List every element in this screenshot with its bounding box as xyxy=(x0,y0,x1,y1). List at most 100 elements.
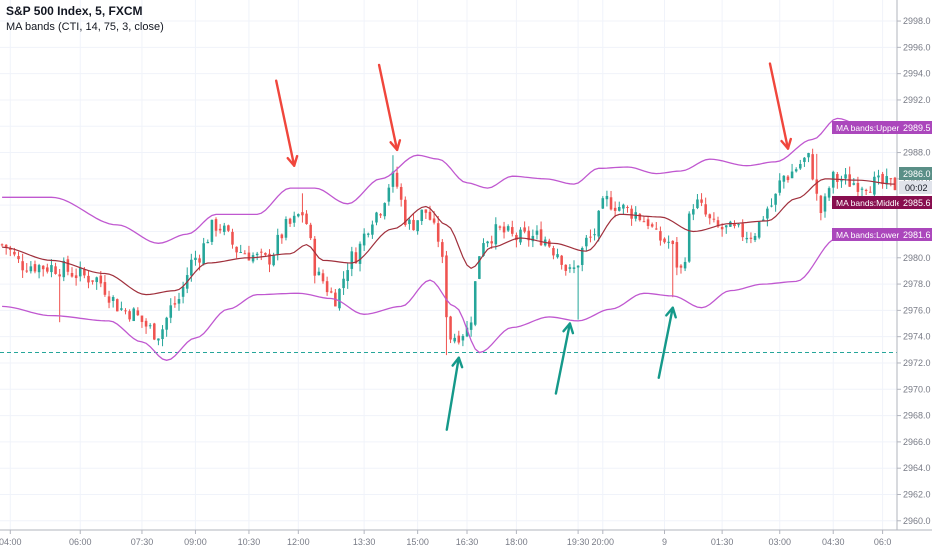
candle-body xyxy=(177,299,181,304)
candle-body xyxy=(675,242,679,268)
candle-body xyxy=(231,231,234,245)
time-tick-label: 19:30 xyxy=(567,537,590,547)
price-tick-label: 2972.0 xyxy=(903,358,931,368)
candle-body xyxy=(836,174,839,182)
candle-body xyxy=(790,171,794,179)
candle-body xyxy=(761,219,765,221)
candle-body xyxy=(268,253,271,265)
arrow-head xyxy=(286,154,299,167)
candle-body xyxy=(70,273,74,277)
candle-body xyxy=(169,305,173,318)
price-tick-label: 2988.0 xyxy=(903,148,931,158)
candle-body xyxy=(687,213,691,262)
candle-body xyxy=(515,234,518,241)
candle-body xyxy=(87,275,90,283)
candle-body xyxy=(823,196,827,212)
candle-body xyxy=(601,198,605,209)
candle-body xyxy=(683,261,687,269)
candle-body xyxy=(181,286,185,297)
candle-body xyxy=(720,226,724,230)
last-price-value: 2986.0 xyxy=(903,169,931,179)
candle-body xyxy=(552,248,555,256)
upper-band-value: 2989.5 xyxy=(903,123,931,133)
candle-body xyxy=(753,235,757,241)
candle-body xyxy=(297,214,300,217)
candle-body xyxy=(490,241,493,244)
arrow-head xyxy=(389,139,402,152)
candle-body xyxy=(78,267,82,277)
candle-body xyxy=(482,243,485,256)
candle-body xyxy=(469,322,473,330)
candle-body xyxy=(593,234,596,236)
arrow-shaft xyxy=(377,63,399,152)
candle-body xyxy=(523,227,526,232)
price-tick-label: 2968.0 xyxy=(903,411,931,421)
arrow-shaft xyxy=(768,62,790,150)
price-tick-label: 2980.0 xyxy=(903,253,931,263)
time-tick-label: 9 xyxy=(662,537,667,547)
candle-body xyxy=(486,241,489,244)
candle-body xyxy=(95,277,98,283)
candle-body xyxy=(498,226,502,228)
lower-band-line xyxy=(2,229,895,361)
candles xyxy=(0,148,897,356)
candle-body xyxy=(9,248,12,250)
candle-body xyxy=(227,225,230,231)
candle-body xyxy=(531,235,535,242)
arrow-head xyxy=(562,322,575,335)
candle-body xyxy=(120,308,123,310)
candle-body xyxy=(646,219,650,226)
candle-body xyxy=(692,209,695,215)
candle-body xyxy=(585,237,588,247)
candle-body xyxy=(272,255,275,266)
candle-body xyxy=(457,335,461,343)
candle-body xyxy=(111,297,115,301)
candle-body xyxy=(506,226,510,231)
candle-body xyxy=(803,157,806,162)
candle-body xyxy=(819,195,823,214)
candle-body xyxy=(864,189,868,192)
candle-body xyxy=(749,237,753,239)
candle-body xyxy=(243,253,247,255)
candle-body xyxy=(190,259,193,276)
candle-body xyxy=(799,163,802,169)
time-axis[interactable]: 04:00 06:00 07:30 09:00 10:30 12:00 13:30 15:00… xyxy=(0,529,932,547)
time-tick-label: 09:00 xyxy=(184,537,207,547)
candle-body xyxy=(868,191,872,193)
candle-body xyxy=(194,257,197,261)
lower-band-label: MA bands:Lower 2981.6 xyxy=(832,228,932,241)
candle-body xyxy=(416,220,419,232)
candle-body xyxy=(276,234,280,255)
price-tick-label: 2994.0 xyxy=(903,69,931,79)
middle-band-label: MA bands:Middle 2985.6 xyxy=(832,196,932,209)
candle-body xyxy=(605,195,609,200)
candle-body xyxy=(778,180,782,193)
price-axis[interactable]: 2960.0 2962.0 2964.0 2966.0 2968.0 2970.0 2972… xyxy=(896,0,932,550)
candle-body xyxy=(478,256,481,279)
candle-body xyxy=(617,207,621,211)
last-price-bg xyxy=(899,167,932,180)
candle-body xyxy=(107,296,111,303)
candle-body xyxy=(815,179,819,194)
time-tick-label: 10:30 xyxy=(238,537,261,547)
candle-body xyxy=(774,193,777,205)
candle-body xyxy=(757,221,761,238)
candle-body xyxy=(33,264,37,272)
candle-body xyxy=(696,199,699,209)
candle-body xyxy=(140,315,144,322)
candle-body xyxy=(737,224,740,226)
candle-body xyxy=(301,212,304,216)
candle-body xyxy=(255,253,259,256)
candle-body xyxy=(560,255,563,265)
candle-body xyxy=(572,267,576,269)
candle-body xyxy=(387,187,391,202)
candle-body xyxy=(445,255,448,318)
candle-body xyxy=(630,208,633,219)
candle-body xyxy=(103,282,107,295)
price-axis-bg xyxy=(897,0,932,550)
upper-band-label-bg xyxy=(832,121,899,134)
candle-body xyxy=(712,218,716,220)
candle-body xyxy=(700,199,703,203)
